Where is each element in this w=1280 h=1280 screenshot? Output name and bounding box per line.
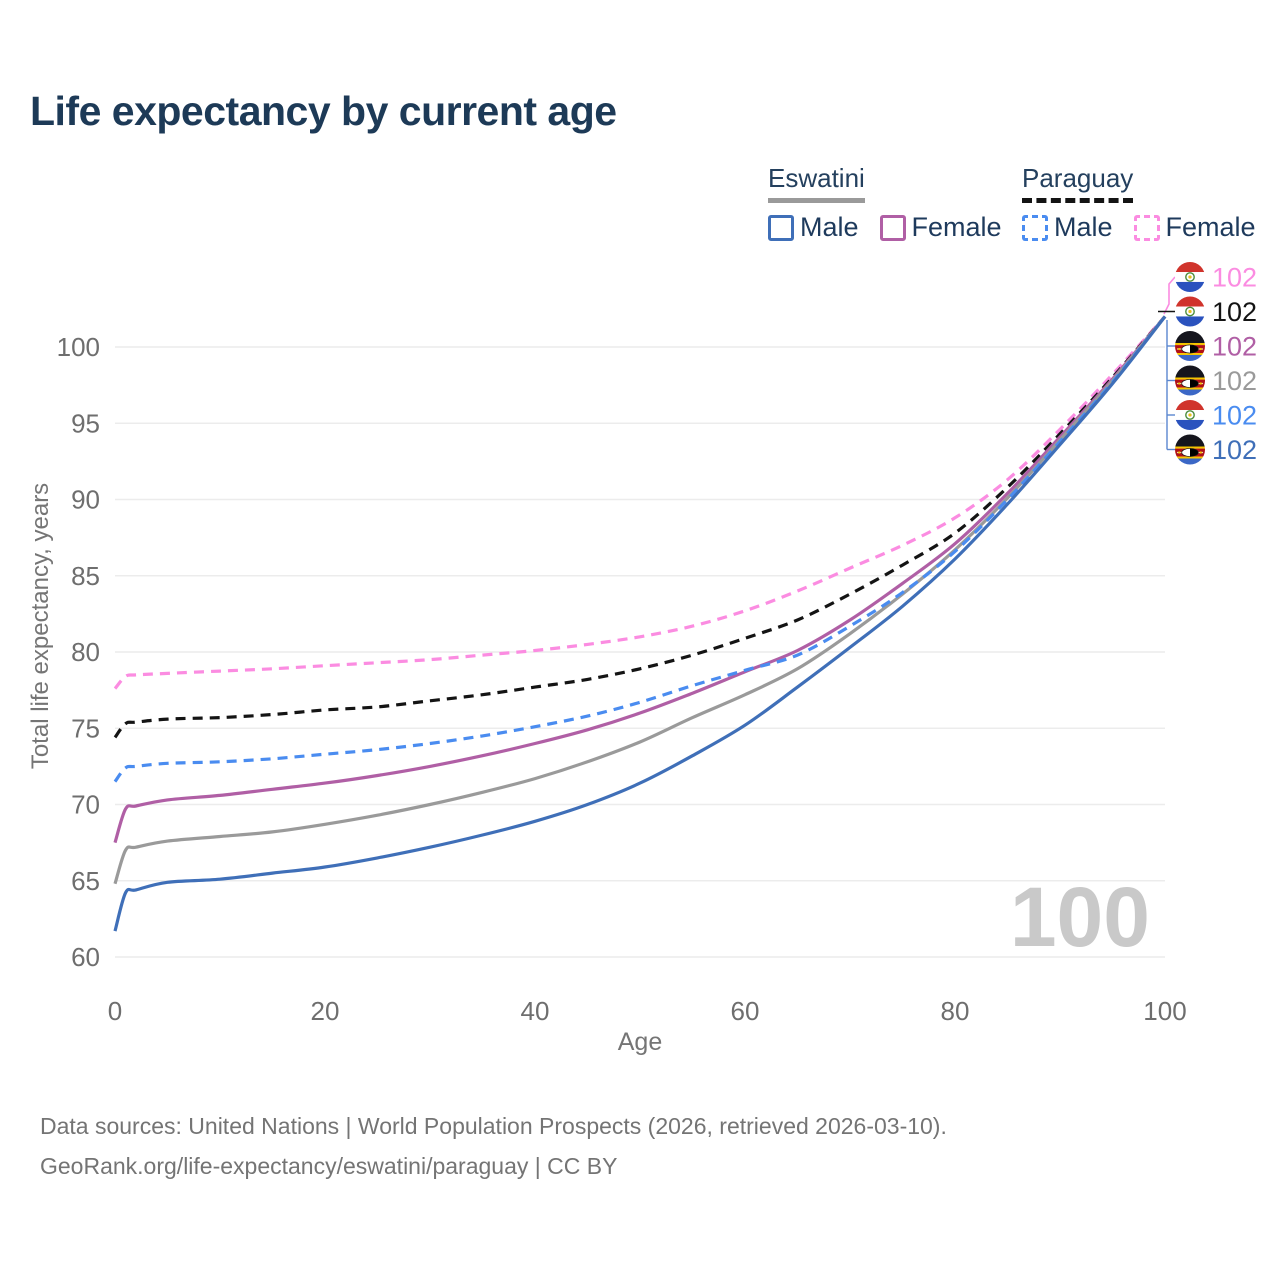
x-tick-label-60: 60: [731, 996, 760, 1026]
y-tick-label-60: 60: [71, 942, 100, 972]
flag-icon-paraguay: [1175, 296, 1205, 327]
series-line-paraguay-both-sexes[interactable]: [113, 315, 1167, 739]
legend-label-paraguay-male: Male: [1054, 212, 1113, 242]
y-tick-label-80: 80: [71, 637, 100, 667]
y-tick-label-100: 100: [57, 332, 100, 362]
end-label-value-paraguay-male: 102: [1212, 401, 1257, 431]
legend-swatch-eswatini-male: [768, 214, 794, 241]
footer-data-sources: Data sources: United Nations | World Pop…: [40, 1113, 947, 1139]
flag-icon-paraguay: [1175, 262, 1205, 292]
series-line-eswatini-female[interactable]: [113, 315, 1167, 844]
x-tick-label-20: 20: [311, 996, 340, 1026]
end-label-value-eswatini-female: 102: [1212, 332, 1257, 362]
y-tick-label-65: 65: [71, 866, 100, 896]
grid-layer: 60 65 70 75 80 85 90 95 100 0 20 40 60 80 100: [57, 332, 1187, 1026]
chart-title: Life expectancy by current age: [30, 88, 617, 134]
legend-group-eswatini: Eswatini Male Female: [768, 163, 1002, 243]
y-tick-label-75: 75: [71, 713, 100, 743]
age-watermark: 100: [1010, 870, 1150, 964]
legend-label-paraguay-female: Female: [1165, 212, 1256, 242]
legend-row-eswatini: Male Female: [768, 212, 1002, 243]
y-tick-label-85: 85: [71, 561, 100, 591]
legend-label-eswatini-female: Female: [911, 212, 1002, 242]
y-axis-title: Total life expectancy, years: [27, 483, 54, 769]
footer: Data sources: United Nations | World Pop…: [40, 1106, 947, 1186]
end-label-value-eswatini-male: 102: [1212, 435, 1257, 465]
legend-item-eswatini-female[interactable]: Female: [879, 212, 1002, 243]
x-tick-label-40: 40: [521, 996, 550, 1026]
y-tick-label-90: 90: [71, 485, 100, 515]
series-line-paraguay-male[interactable]: [113, 315, 1167, 783]
x-tick-label-100: 100: [1143, 996, 1186, 1026]
legend-country-eswatini[interactable]: Eswatini: [768, 163, 865, 203]
legend-swatch-eswatini-female: [879, 214, 906, 241]
series-layer: [113, 315, 1167, 932]
end-label-value-paraguay-female: 102: [1212, 263, 1257, 293]
legend-country-paraguay[interactable]: Paraguay: [1022, 163, 1134, 203]
legend-item-paraguay-female[interactable]: Female: [1133, 212, 1256, 243]
x-axis-title: Age: [618, 1028, 662, 1056]
end-label-value-paraguay-both-sexes: 102: [1212, 297, 1257, 327]
footer-attribution-url: GeoRank.org/life-expectancy/eswatini/par…: [40, 1153, 618, 1179]
series-line-eswatini-male[interactable]: [113, 315, 1167, 932]
series-line-eswatini-both-sexes[interactable]: [113, 315, 1167, 885]
leader-line-paraguay-female: [1163, 276, 1176, 315]
legend-swatch-paraguay-male: [1022, 214, 1048, 241]
leader-bracket: [1166, 320, 1175, 451]
legend-label-eswatini-male: Male: [800, 212, 859, 242]
series-line-paraguay-female[interactable]: [113, 315, 1167, 690]
end-label-value-eswatini-both-sexes: 102: [1212, 366, 1257, 396]
legend-item-eswatini-male[interactable]: Male: [768, 212, 859, 243]
legend-swatch-paraguay-female: [1133, 214, 1160, 241]
y-tick-label-70: 70: [71, 790, 100, 820]
x-tick-label-80: 80: [941, 996, 970, 1026]
flag-icon-paraguay: [1175, 400, 1205, 430]
flag-icon-eswatini: [1175, 331, 1205, 361]
legend-item-paraguay-male[interactable]: Male: [1022, 212, 1113, 243]
x-tick-label-0: 0: [108, 996, 122, 1026]
legend-group-paraguay: Paraguay Male Female: [1022, 163, 1256, 243]
end-label-layer: 102 102 102 102 102 102: [1158, 262, 1257, 465]
flag-icon-eswatini: [1175, 365, 1205, 396]
legend-row-paraguay: Male Female: [1022, 212, 1256, 243]
y-tick-label-95: 95: [71, 408, 100, 438]
flag-icon-eswatini: [1175, 434, 1205, 465]
